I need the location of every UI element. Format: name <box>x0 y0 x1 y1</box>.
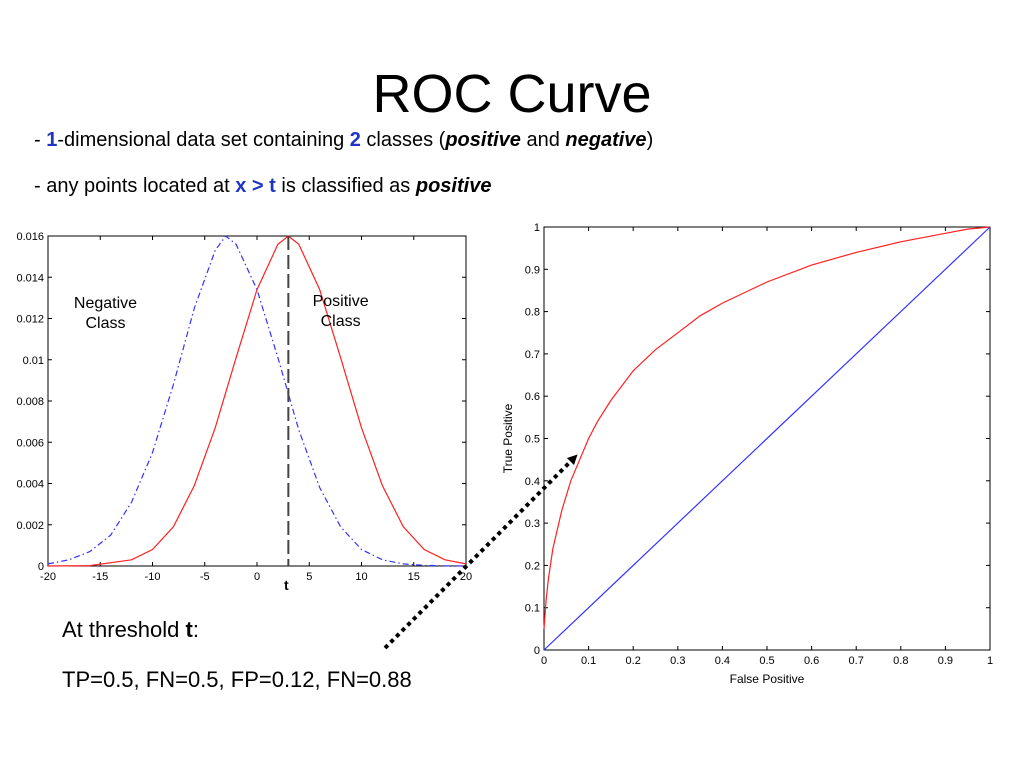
x-axis-label: False Positive <box>730 672 805 686</box>
caption-threshold-t: t <box>185 617 193 642</box>
annotation-0-line-0: Negative <box>74 295 137 312</box>
y-tick-label: 0.9 <box>525 264 540 276</box>
x-tick-label: 5 <box>306 571 312 583</box>
x-tick-label: 20 <box>460 571 472 583</box>
y-tick-label: 0 <box>534 645 540 657</box>
y-tick-label: 0.01 <box>23 355 44 367</box>
y-tick-label: 0.004 <box>16 479 44 491</box>
x-tick-label: 0 <box>541 655 547 667</box>
x-tick-label: 0.7 <box>849 655 864 667</box>
y-tick-label: 0.2 <box>525 560 540 572</box>
y-axis-label: True Positive <box>501 403 515 473</box>
roc-chart: 0 0.1 0.2 0.3 0.4 0.5 0.6 0.7 0.8 0.9 1 0 0.1 0.2 0.3 0… <box>501 222 993 686</box>
y-tick-label: 1 <box>534 222 540 234</box>
caption-rates: TP=0.5, FN=0.5, FP=0.12, FN=0.88 <box>62 667 412 692</box>
caption-threshold-text: At threshold <box>62 617 186 642</box>
y-tick-label: 0.5 <box>525 434 540 446</box>
bullet-1-close: ) <box>646 129 654 151</box>
annotation-1-line-1: Class <box>321 313 361 330</box>
bullet-1-classes: 2 <box>349 129 361 151</box>
x-tick-label: 0.5 <box>759 655 774 667</box>
bullet-1-text-b: classes ( <box>360 129 446 151</box>
annotation-0-line-1: Class <box>85 315 125 332</box>
x-tick-label: 0 <box>254 571 260 583</box>
x-tick-label: 0.3 <box>670 655 685 667</box>
y-tick-label: 0.016 <box>16 231 44 243</box>
x-tick-label: 0.6 <box>804 655 819 667</box>
y-tick-label: 0.014 <box>16 272 44 284</box>
x-tick-label: 1 <box>987 655 993 667</box>
y-tick-label: 0 <box>38 561 44 573</box>
bullet-1-and: and <box>520 129 566 151</box>
y-tick-label: 0.012 <box>16 314 44 326</box>
x-tick-label: 0.8 <box>893 655 908 667</box>
y-tick-label: 0.3 <box>525 518 540 530</box>
y-tick-label: 0.6 <box>525 391 540 403</box>
bullet-1-negative: negative <box>565 129 647 151</box>
series-line-0 <box>543 226 991 629</box>
y-tick-label: 0.4 <box>525 476 540 488</box>
x-tick-label: 0.1 <box>581 655 596 667</box>
y-tick-label: 0.1 <box>525 603 540 615</box>
bullet-2: - any points located at x > t is classif… <box>34 173 491 199</box>
x-tick-label: 10 <box>355 571 367 583</box>
bullet-2-text-a: - any points located at <box>34 175 236 197</box>
distribution-chart: -20 -15 -10 -5 0 5 10 15 20 0 0.002 0.004 0.006 0.008… <box>16 231 472 590</box>
caption-threshold-colon: : <box>192 617 199 642</box>
x-tick-label: -5 <box>200 571 210 583</box>
threshold-label: t <box>284 577 289 590</box>
bullet-2-positive: positive <box>415 175 492 197</box>
x-tick-label: 0.4 <box>715 655 730 667</box>
plot-frame <box>47 235 467 567</box>
bullet-1-dash: - <box>34 129 47 151</box>
caption-threshold: At threshold t: <box>62 616 199 644</box>
series-line-1 <box>47 235 467 567</box>
x-tick-label: -20 <box>40 571 56 583</box>
annotation-1-line-0: Positive <box>313 293 369 310</box>
y-tick-label: 0.006 <box>16 437 44 449</box>
y-tick-label: 0.8 <box>525 307 540 319</box>
x-tick-label: 15 <box>408 571 420 583</box>
bullet-1-text-a: -dimensional data set containing <box>57 129 350 151</box>
bullet-1-positive: positive <box>445 129 521 151</box>
x-tick-label: -15 <box>92 571 108 583</box>
x-tick-label: -10 <box>145 571 161 583</box>
series-line-1 <box>543 226 991 651</box>
y-tick-label: 0.008 <box>16 396 44 408</box>
x-tick-label: 0.9 <box>938 655 953 667</box>
bullet-2-text-b: is classified as <box>275 175 416 197</box>
slide-title: ROC Curve <box>372 64 652 124</box>
bullet-1-dimension: 1 <box>46 129 58 151</box>
y-tick-label: 0.002 <box>16 520 44 532</box>
y-tick-label: 0.7 <box>525 349 540 361</box>
bullet-1: - 1-dimensional data set containing 2 cl… <box>34 127 653 153</box>
x-tick-label: 0.2 <box>626 655 641 667</box>
series-line-0 <box>47 235 467 567</box>
bullet-2-condition: x > t <box>235 175 276 197</box>
